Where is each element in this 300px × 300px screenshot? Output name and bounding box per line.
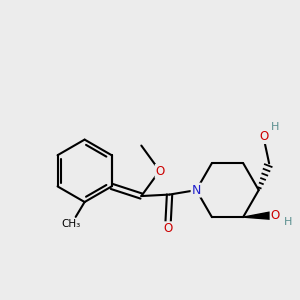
Text: H: H (271, 122, 279, 132)
Text: O: O (260, 130, 269, 143)
Text: CH₃: CH₃ (61, 219, 81, 229)
Polygon shape (243, 212, 270, 219)
Text: O: O (271, 208, 280, 222)
Text: H: H (284, 217, 292, 226)
Text: N: N (192, 184, 201, 196)
Text: O: O (156, 165, 165, 178)
Text: O: O (164, 222, 173, 235)
